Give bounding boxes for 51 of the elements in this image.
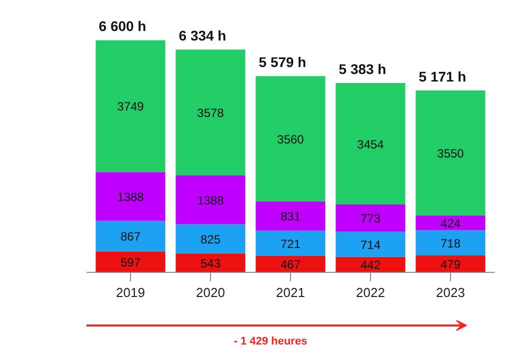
x-tick-label: 2023 bbox=[436, 284, 465, 300]
bar bbox=[256, 230, 326, 256]
bar bbox=[176, 253, 246, 272]
data-label: 424 bbox=[440, 216, 461, 230]
total-label: 6 334 h bbox=[178, 28, 226, 44]
data-label: 1388 bbox=[197, 193, 224, 208]
bar bbox=[96, 251, 166, 272]
bar bbox=[256, 76, 326, 202]
data-label: 3454 bbox=[357, 137, 384, 152]
bar bbox=[416, 256, 486, 272]
data-label: 543 bbox=[200, 256, 221, 270]
x-tick-label: 2021 bbox=[276, 284, 305, 300]
bar bbox=[176, 50, 246, 176]
data-label: 1388 bbox=[117, 190, 144, 204]
bar bbox=[336, 204, 406, 232]
data-label: 718 bbox=[440, 236, 461, 250]
data-label: 442 bbox=[360, 258, 381, 272]
bar bbox=[176, 175, 246, 224]
data-label: 867 bbox=[120, 230, 141, 244]
bar bbox=[336, 232, 406, 257]
bar bbox=[416, 90, 486, 216]
data-label: 825 bbox=[200, 232, 221, 246]
bar bbox=[336, 256, 406, 272]
data-label: 721 bbox=[280, 236, 301, 251]
bar bbox=[96, 40, 166, 172]
data-label: 714 bbox=[360, 238, 381, 252]
total-label: 5 579 h bbox=[258, 54, 306, 70]
data-label: 3749 bbox=[117, 100, 144, 114]
total-label: 5 383 h bbox=[338, 61, 386, 78]
x-tick-label: 2022 bbox=[356, 284, 385, 300]
data-label: 3560 bbox=[277, 132, 304, 146]
data-label: 3550 bbox=[437, 146, 464, 160]
data-label: 467 bbox=[280, 258, 301, 272]
bar bbox=[416, 215, 486, 230]
total-label: 5 171 h bbox=[418, 68, 466, 84]
bar bbox=[416, 230, 486, 256]
bar bbox=[96, 172, 166, 221]
data-label: 597 bbox=[120, 255, 141, 270]
bar bbox=[176, 224, 246, 254]
data-label: 831 bbox=[280, 210, 301, 224]
data-label: 3578 bbox=[197, 106, 224, 120]
x-tick-label: 2020 bbox=[196, 284, 225, 300]
bar bbox=[336, 83, 406, 205]
total-label: 6 600 h bbox=[98, 18, 146, 34]
data-label: 479 bbox=[440, 257, 461, 272]
x-tick-label: 2019 bbox=[116, 284, 145, 300]
text: - 1 429 heures bbox=[234, 335, 308, 348]
bar bbox=[96, 220, 166, 252]
bar bbox=[256, 201, 326, 231]
data-label: 773 bbox=[360, 212, 381, 226]
bar bbox=[256, 256, 326, 272]
